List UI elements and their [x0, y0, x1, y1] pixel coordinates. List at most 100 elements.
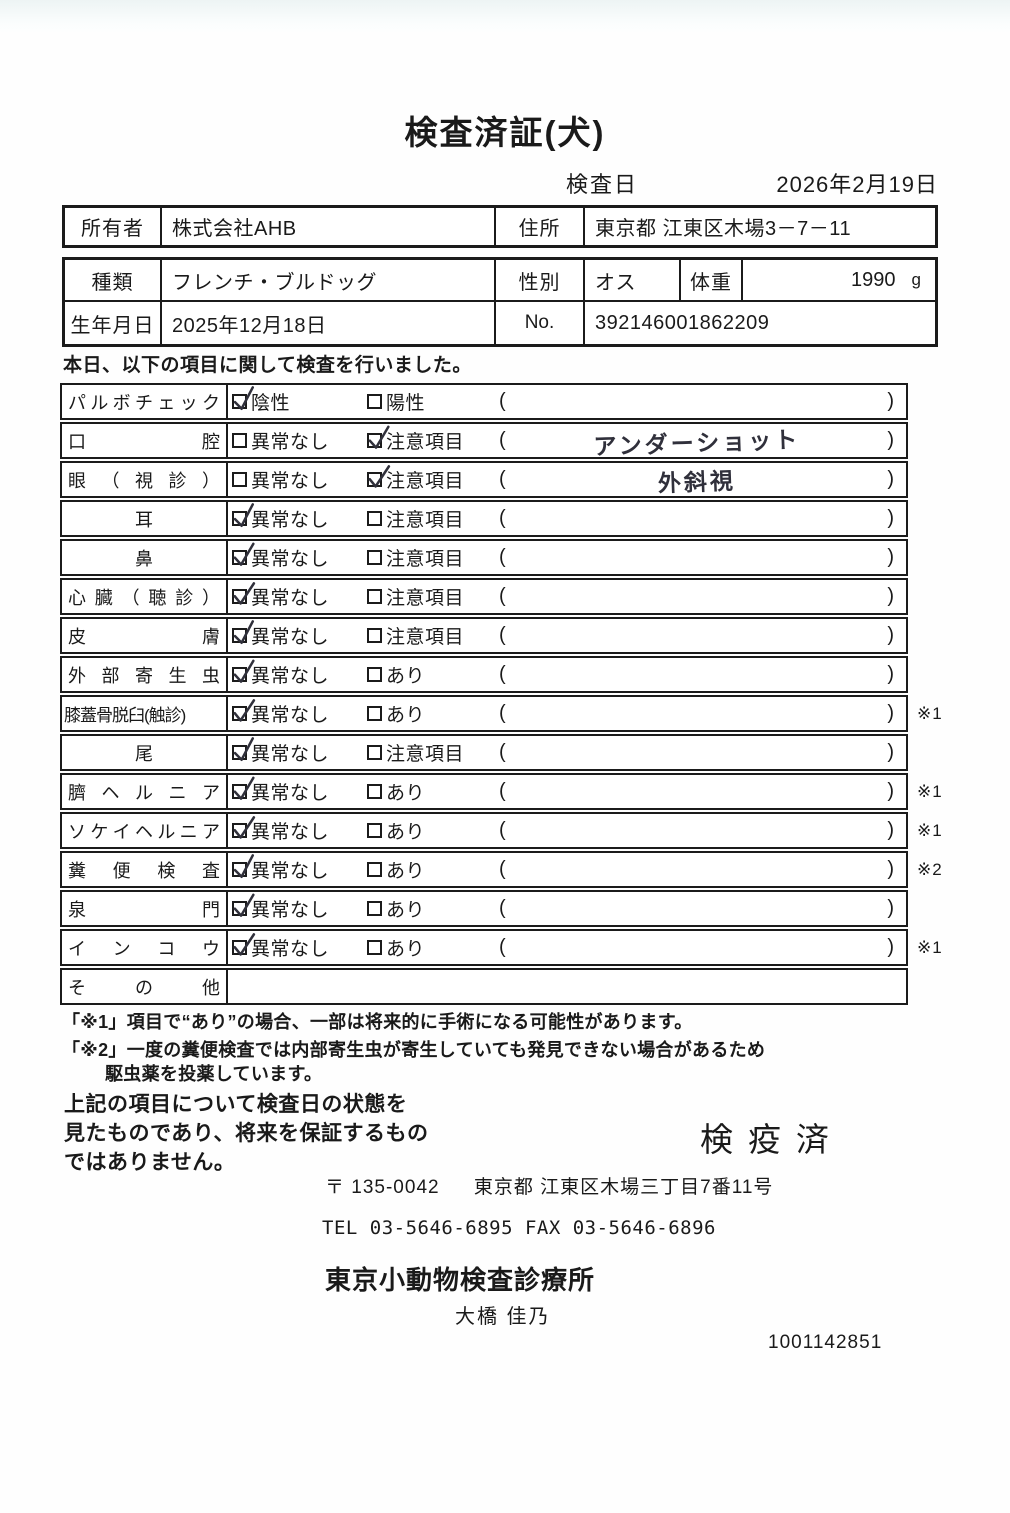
handwritten-result [506, 395, 887, 408]
label-char: 診 [175, 587, 194, 608]
checklist-option-label: 異常なし [251, 588, 330, 609]
checklist-option-label: あり [386, 783, 426, 804]
checkbox-icon [232, 542, 255, 566]
checklist-option: 注意項目 [367, 739, 499, 766]
label-char: 泉 [68, 899, 86, 920]
checkmark-icon [233, 699, 256, 722]
row-reference-note: ※1 [917, 781, 943, 801]
label-char: ヘ [101, 782, 120, 803]
open-paren: ( [499, 468, 506, 490]
clinic-name: 東京小動物検査診療所 [325, 1265, 596, 1295]
checklist-row-body: 異常なし あり () [228, 931, 906, 964]
label-char: 他 [202, 977, 220, 998]
result-paren-field: () [499, 780, 906, 803]
label-char: ウ [201, 938, 220, 959]
label-char: 皮 [68, 626, 86, 647]
checklist-option: 異常なし [232, 816, 367, 844]
checkbox-icon [232, 433, 247, 448]
checklist-row: 尾 異常なし 注意項目 () [60, 734, 908, 771]
postal-code: 〒 135-0042 [325, 1177, 440, 1198]
row-reference-note: ※1 [917, 703, 943, 723]
label-char: （ [101, 470, 120, 491]
checklist-option-label: あり [386, 861, 426, 882]
checklist-item-label: 心臓 （ 聴診 ） [62, 580, 228, 613]
checklist-option-label: あり [386, 822, 426, 843]
label-char: ニ [168, 782, 187, 803]
checklist-row: 糞 便 検 査 異常なし あり () ※2 [60, 851, 942, 888]
checkmark-icon [233, 737, 254, 762]
checklist-item-label: 鼻 [62, 541, 228, 574]
inspection-date-value: 2026年2月19日 [776, 172, 938, 197]
checkmark-icon [233, 386, 254, 411]
handwritten-result [506, 941, 887, 954]
checkmark-icon [233, 659, 255, 683]
checkbox-icon [367, 667, 382, 682]
open-paren: ( [499, 585, 506, 607]
close-paren: ) [887, 585, 894, 607]
checklist-row-body: 異常なし 注意項目 (アンダーショット) [228, 424, 906, 459]
checklist-option-label: 異常なし [251, 471, 330, 492]
checkmark-icon [233, 776, 255, 800]
label-char: ヘ [134, 821, 153, 842]
close-paren: ) [887, 897, 894, 919]
checkmark-icon [368, 465, 391, 488]
row-reference-note: ※2 [917, 859, 943, 879]
checklist-option: 異常なし [232, 542, 367, 571]
open-paren: ( [499, 702, 506, 724]
animal-info-table: 種類 フレンチ・ブルドッグ 性別 オス 体重 1990 g 生年月日 2025年… [62, 257, 938, 347]
checkmark-icon [233, 620, 254, 645]
label-char: ル [157, 821, 176, 842]
checkmark-icon [368, 425, 390, 449]
checklist-row: ソケイヘルニア 異常なし あり () ※1 [60, 812, 942, 849]
disclaimer-paragraph: 上記の項目について検査日の状態を 見たものであり、将来を保証するもの ではありま… [64, 1090, 428, 1177]
label-char: 視 [135, 470, 153, 491]
owner-row: 所有者 株式会社AHB 住所 東京都 江東区木場3－7－11 [65, 208, 935, 245]
sex-value: オス [585, 260, 681, 300]
checkbox-icon [367, 940, 382, 955]
label-char: ル [90, 392, 109, 413]
checklist-row-body: 異常なし あり () [228, 892, 906, 925]
label-char: 腔 [202, 431, 220, 452]
close-paren: ) [887, 390, 894, 412]
checklist-row-body: 異常なし 注意項目 () [228, 502, 906, 535]
checkbox-icon [232, 699, 256, 722]
checklist-item-label: 尾 [62, 736, 228, 769]
checklist-item-label: 膝蓋骨脱臼(触診) [62, 697, 228, 730]
checklist-option: あり [367, 817, 499, 844]
label-char: 虫 [202, 665, 220, 686]
checkbox-icon [367, 425, 390, 449]
label-char: 診 [168, 470, 187, 491]
label-char: ） [202, 470, 220, 491]
label-char: 口 [68, 431, 86, 452]
checklist-option-label: 注意項目 [386, 627, 465, 648]
disclaimer-line: 上記の項目について検査日の状態を [64, 1093, 408, 1116]
birth-label: 生年月日 [65, 302, 162, 344]
checklist-item-label: その他 [62, 970, 228, 1003]
checkbox-icon [367, 706, 382, 721]
checkbox-icon [367, 901, 382, 916]
label-char: 部 [101, 665, 120, 686]
checkbox-icon [232, 776, 255, 800]
result-paren-field: () [499, 819, 906, 842]
checklist-item-label: 口腔 [62, 424, 228, 457]
checklist-option: 注意項目 [367, 622, 499, 649]
handwritten-result [506, 902, 887, 915]
checklist-option-label: 異常なし [251, 432, 330, 453]
checklist-row: 泉門異常なし あり() [60, 890, 908, 927]
checklist-option: あり [367, 856, 499, 883]
footnote-2: 「※2」一度の糞便検査では内部寄生虫が寄生していても発見できない場合があるため [62, 1040, 766, 1060]
label-char: 生 [168, 665, 187, 686]
checkbox-icon [232, 816, 256, 839]
label-char: ッ [179, 392, 198, 413]
weight-unit: g [911, 270, 921, 289]
checklist-option: 注意項目 [367, 465, 499, 493]
label-char: 寄 [135, 665, 153, 686]
owner-value: 株式会社AHB [162, 208, 496, 245]
owner-table: 所有者 株式会社AHB 住所 東京都 江東区木場3－7－11 [62, 205, 938, 248]
handwritten-result [506, 551, 887, 564]
handwritten-result [506, 707, 887, 720]
checkbox-icon [367, 511, 382, 526]
result-paren-field: () [499, 897, 906, 920]
result-paren-field: () [499, 858, 906, 881]
checklist-option-label: 注意項目 [386, 471, 465, 492]
